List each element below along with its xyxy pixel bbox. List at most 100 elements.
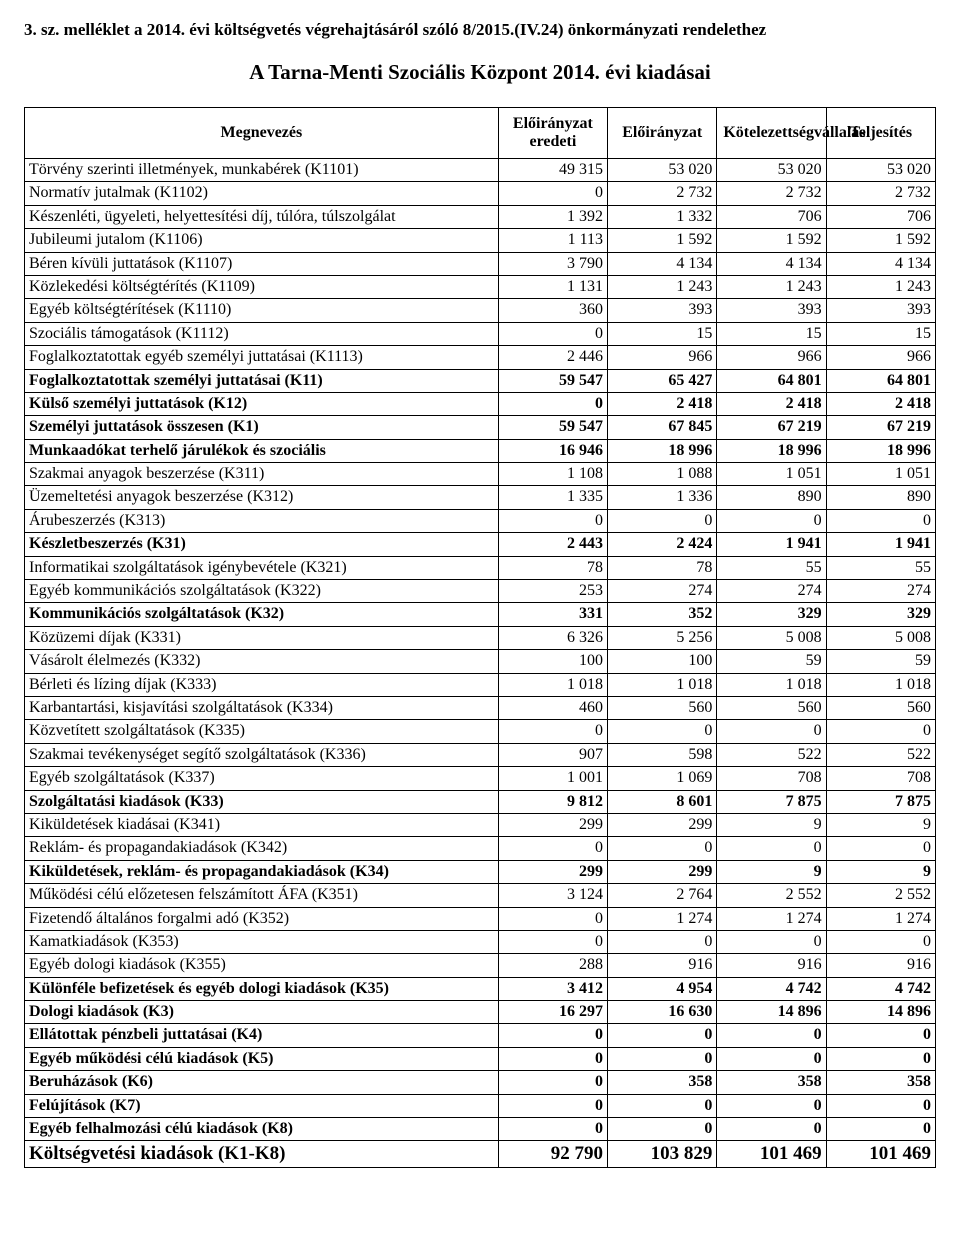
row-value: 1 018	[826, 673, 935, 696]
row-label: Külső személyi juttatások (K12)	[25, 392, 499, 415]
table-row: Szociális támogatások (K1112)0151515	[25, 322, 936, 345]
row-value: 2 443	[498, 533, 607, 556]
row-label: Üzemeltetési anyagok beszerzése (K312)	[25, 486, 499, 509]
row-value: 64 801	[717, 369, 826, 392]
row-value: 101 469	[826, 1141, 935, 1168]
row-value: 59	[717, 650, 826, 673]
row-value: 299	[608, 860, 717, 883]
row-value: 0	[717, 1024, 826, 1047]
row-value: 53 020	[717, 159, 826, 182]
row-label: Egyéb költségtérítések (K1110)	[25, 299, 499, 322]
row-label: Személyi juttatások összesen (K1)	[25, 416, 499, 439]
row-value: 0	[717, 1047, 826, 1070]
row-value: 53 020	[826, 159, 935, 182]
row-value: 288	[498, 954, 607, 977]
row-value: 2 552	[717, 884, 826, 907]
row-value: 18 996	[717, 439, 826, 462]
table-row: Reklám- és propagandakiadások (K342)0000	[25, 837, 936, 860]
row-value: 329	[826, 603, 935, 626]
row-value: 0	[498, 1071, 607, 1094]
row-value: 1 336	[608, 486, 717, 509]
row-value: 0	[498, 182, 607, 205]
row-label: Normatív jutalmak (K1102)	[25, 182, 499, 205]
row-value: 1 243	[826, 275, 935, 298]
row-value: 360	[498, 299, 607, 322]
row-value: 1 113	[498, 229, 607, 252]
row-label: Ellátottak pénzbeli juttatásai (K4)	[25, 1024, 499, 1047]
row-value: 4 742	[826, 977, 935, 1000]
row-value: 1 392	[498, 205, 607, 228]
row-value: 352	[608, 603, 717, 626]
row-value: 16 297	[498, 1001, 607, 1024]
row-value: 4 134	[826, 252, 935, 275]
table-row: Kommunikációs szolgáltatások (K32)331352…	[25, 603, 936, 626]
row-value: 5 008	[717, 626, 826, 649]
row-value: 560	[717, 696, 826, 719]
row-value: 0	[498, 392, 607, 415]
row-label: Dologi kiadások (K3)	[25, 1001, 499, 1024]
table-row: Bérleti és lízing díjak (K333)1 0181 018…	[25, 673, 936, 696]
row-label: Reklám- és propagandakiadások (K342)	[25, 837, 499, 860]
row-label: Kiküldetések, reklám- és propagandakiadá…	[25, 860, 499, 883]
row-value: 5 008	[826, 626, 935, 649]
row-value: 708	[717, 767, 826, 790]
row-value: 916	[826, 954, 935, 977]
col-header-name: Megnevezés	[25, 108, 499, 159]
row-value: 393	[717, 299, 826, 322]
row-value: 966	[608, 346, 717, 369]
row-label: Árubeszerzés (K313)	[25, 509, 499, 532]
row-value: 1 001	[498, 767, 607, 790]
row-value: 0	[608, 930, 717, 953]
row-value: 274	[826, 580, 935, 603]
row-value: 1 131	[498, 275, 607, 298]
row-value: 0	[498, 720, 607, 743]
row-value: 3 412	[498, 977, 607, 1000]
row-value: 1 069	[608, 767, 717, 790]
row-value: 0	[498, 322, 607, 345]
row-value: 0	[826, 1024, 935, 1047]
table-row: Árubeszerzés (K313)0000	[25, 509, 936, 532]
table-row: Egyéb felhalmozási célú kiadások (K8)000…	[25, 1118, 936, 1141]
row-value: 9	[717, 860, 826, 883]
row-value: 1 243	[608, 275, 717, 298]
row-value: 0	[826, 720, 935, 743]
row-value: 0	[826, 1047, 935, 1070]
row-value: 101 469	[717, 1141, 826, 1168]
row-label: Szociális támogatások (K1112)	[25, 322, 499, 345]
row-value: 0	[608, 509, 717, 532]
table-header-row: Megnevezés Előirányzat eredeti Előirányz…	[25, 108, 936, 159]
row-value: 0	[717, 509, 826, 532]
row-value: 460	[498, 696, 607, 719]
table-row: Jubileumi jutalom (K1106)1 1131 5921 592…	[25, 229, 936, 252]
row-value: 1 274	[608, 907, 717, 930]
table-row: Külső személyi juttatások (K12)02 4182 4…	[25, 392, 936, 415]
row-value: 0	[717, 1094, 826, 1117]
row-value: 4 134	[608, 252, 717, 275]
row-value: 299	[608, 813, 717, 836]
row-value: 9	[826, 860, 935, 883]
row-value: 299	[498, 813, 607, 836]
col-header-commitment: Kötelezettségvállalás	[717, 108, 826, 159]
row-label: Készenléti, ügyeleti, helyettesítési díj…	[25, 205, 499, 228]
table-row: Készletbeszerzés (K31)2 4432 4241 9411 9…	[25, 533, 936, 556]
row-value: 1 592	[717, 229, 826, 252]
row-label: Egyéb szolgáltatások (K337)	[25, 767, 499, 790]
row-value: 1 592	[608, 229, 717, 252]
table-row: Közüzemi díjak (K331)6 3265 2565 0085 00…	[25, 626, 936, 649]
col-header-original: Előirányzat eredeti	[498, 108, 607, 159]
row-label: Működési célú előzetesen felszámított ÁF…	[25, 884, 499, 907]
row-value: 966	[717, 346, 826, 369]
row-value: 5 256	[608, 626, 717, 649]
row-value: 9	[717, 813, 826, 836]
row-value: 15	[717, 322, 826, 345]
row-value: 0	[608, 1094, 717, 1117]
table-row: Közlekedési költségtérítés (K1109)1 1311…	[25, 275, 936, 298]
row-value: 59 547	[498, 416, 607, 439]
row-label: Karbantartási, kisjavítási szolgáltatáso…	[25, 696, 499, 719]
document-header: 3. sz. melléklet a 2014. évi költségveté…	[24, 20, 936, 40]
row-value: 393	[826, 299, 935, 322]
row-value: 7 875	[717, 790, 826, 813]
row-value: 92 790	[498, 1141, 607, 1168]
table-row: Vásárolt élelmezés (K332)1001005959	[25, 650, 936, 673]
row-value: 0	[608, 720, 717, 743]
